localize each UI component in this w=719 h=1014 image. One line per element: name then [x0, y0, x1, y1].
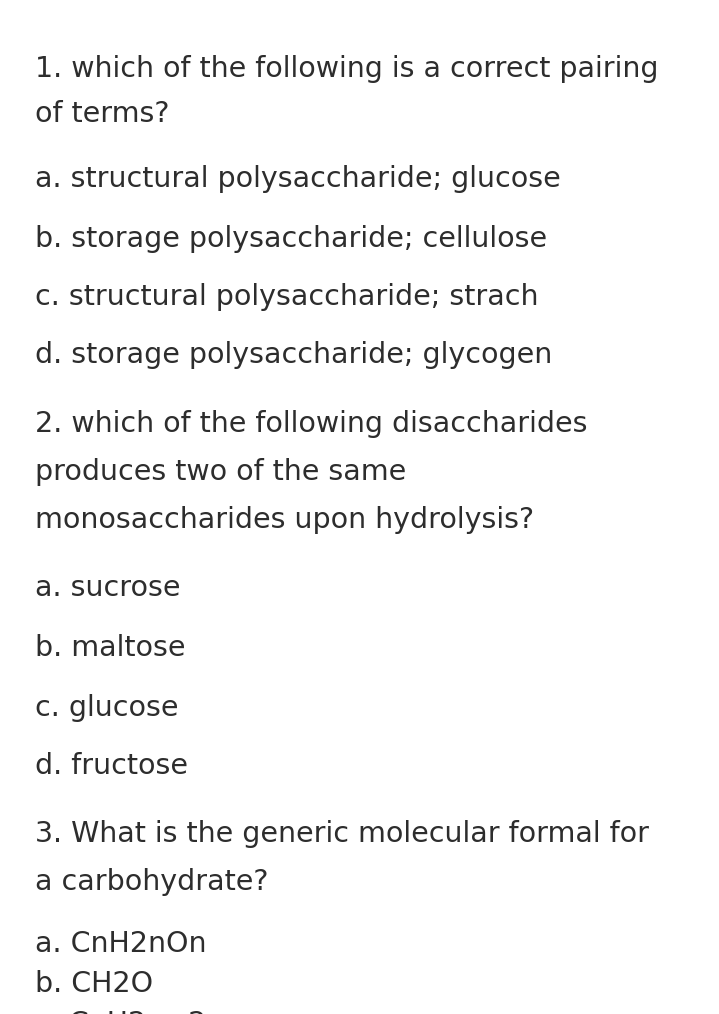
Text: c. glucose: c. glucose — [35, 694, 178, 722]
Text: a. sucrose: a. sucrose — [35, 574, 180, 602]
Text: a carbohydrate?: a carbohydrate? — [35, 868, 268, 896]
Text: a. CnH2nOn: a. CnH2nOn — [35, 930, 206, 958]
Text: produces two of the same: produces two of the same — [35, 458, 406, 486]
Text: c. CnH2n+2: c. CnH2n+2 — [35, 1010, 206, 1014]
Text: monosaccharides upon hydrolysis?: monosaccharides upon hydrolysis? — [35, 506, 534, 534]
Text: d. storage polysaccharide; glycogen: d. storage polysaccharide; glycogen — [35, 341, 552, 369]
Text: b. maltose: b. maltose — [35, 634, 186, 662]
Text: of terms?: of terms? — [35, 100, 170, 128]
Text: 2. which of the following disaccharides: 2. which of the following disaccharides — [35, 410, 587, 438]
Text: 1. which of the following is a correct pairing: 1. which of the following is a correct p… — [35, 55, 659, 83]
Text: b. CH2O: b. CH2O — [35, 970, 153, 998]
Text: b. storage polysaccharide; cellulose: b. storage polysaccharide; cellulose — [35, 225, 547, 254]
Text: a. structural polysaccharide; glucose: a. structural polysaccharide; glucose — [35, 165, 561, 193]
Text: d. fructose: d. fructose — [35, 752, 188, 780]
Text: c. structural polysaccharide; strach: c. structural polysaccharide; strach — [35, 283, 539, 311]
Text: 3. What is the generic molecular formal for: 3. What is the generic molecular formal … — [35, 820, 649, 848]
